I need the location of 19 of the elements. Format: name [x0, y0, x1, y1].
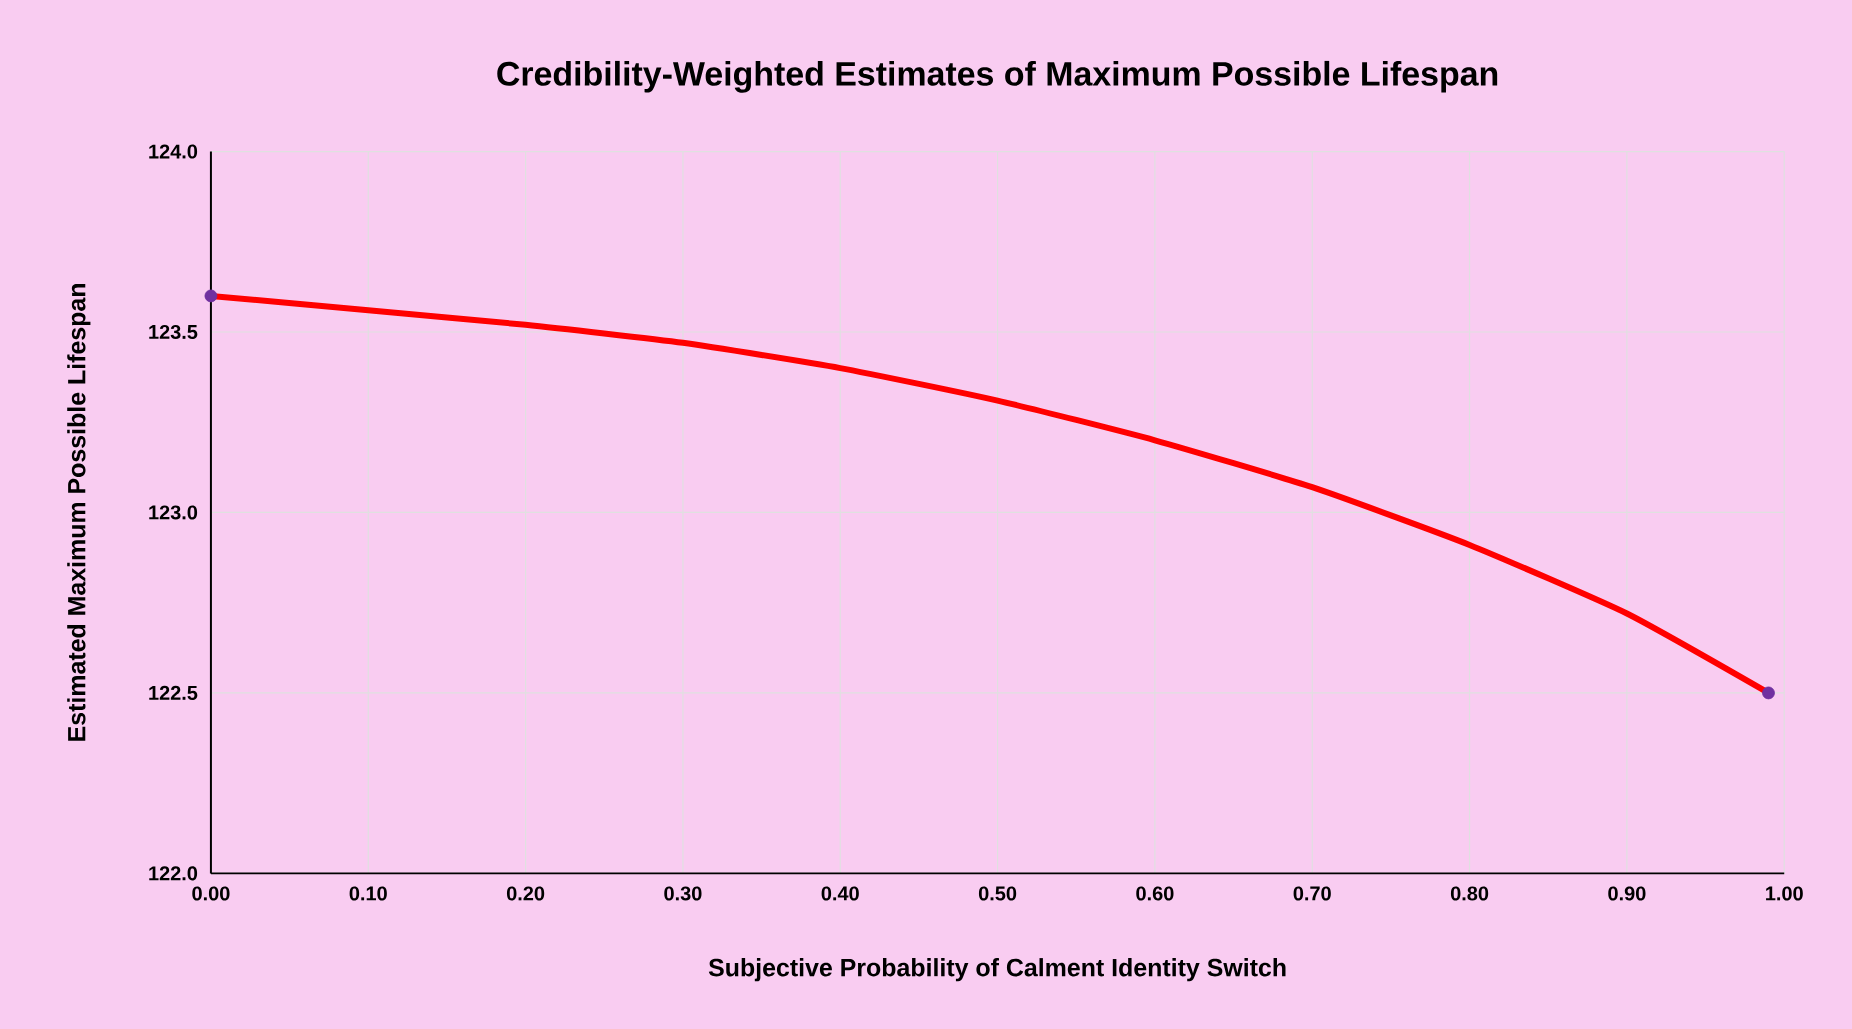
x-tick-label: 0.30 — [664, 886, 702, 901]
x-tick-label: 1.00 — [1766, 886, 1803, 901]
x-tick-label: 0.10 — [349, 886, 387, 901]
chart-title: Credibility-Weighted Estimates of Maximum Possible Lifespan — [497, 60, 1498, 93]
x-tick-label: 0.20 — [506, 886, 545, 901]
x-tick-label: 0.60 — [1136, 886, 1174, 901]
y-tick-label: 123.0 — [149, 505, 198, 520]
y-tick-label: 123.5 — [149, 324, 198, 340]
x-axis-title: Subjective Probability of Calment Identity Switch — [708, 958, 1286, 982]
x-tick-label: 0.80 — [1450, 886, 1489, 901]
y-axis-title: Estimated Maximum Possible Lifespan — [67, 284, 91, 741]
x-tick-label: 0.70 — [1293, 886, 1331, 901]
x-tick-label: 0.50 — [978, 886, 1017, 901]
x-tick-label: 0.00 — [192, 886, 230, 901]
x-tick-label: 0.40 — [821, 886, 859, 901]
y-tick-label: 124.0 — [149, 144, 198, 159]
x-tick-label: 0.90 — [1608, 886, 1646, 901]
y-tick-label: 122.0 — [149, 866, 198, 881]
y-tick-label: 122.5 — [149, 685, 198, 701]
